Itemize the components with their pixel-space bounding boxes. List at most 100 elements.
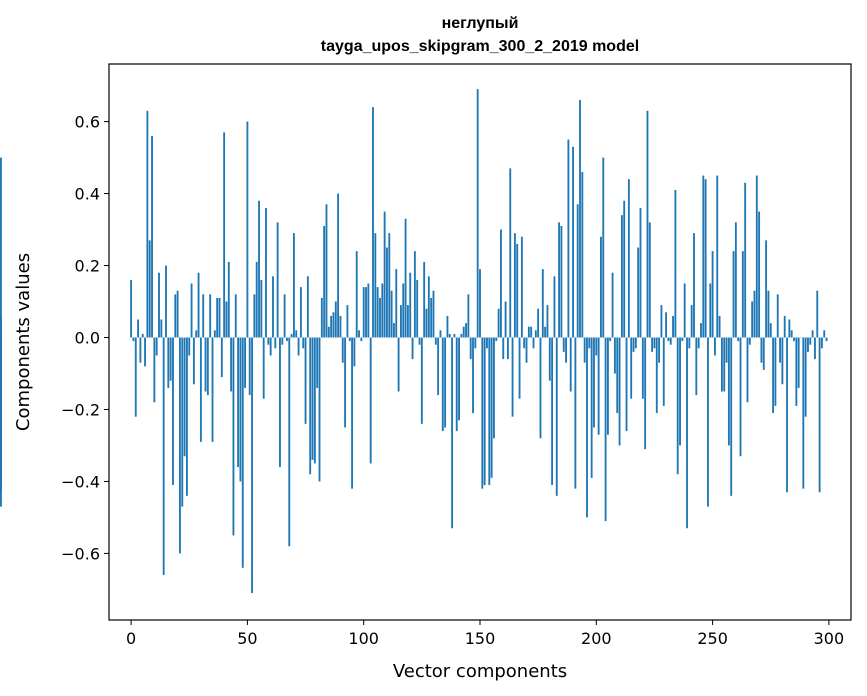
bar <box>472 337 474 414</box>
bar <box>483 337 486 486</box>
bar <box>355 251 358 338</box>
bar <box>162 337 165 576</box>
bar <box>383 211 386 338</box>
bar <box>718 315 721 338</box>
bar <box>495 337 498 342</box>
bar <box>600 236 602 338</box>
bar <box>413 251 416 338</box>
bar <box>586 337 588 518</box>
bar <box>430 297 433 338</box>
bar <box>734 222 737 338</box>
bar <box>183 337 186 457</box>
bar <box>399 305 402 338</box>
bar <box>774 337 777 406</box>
bar <box>255 261 258 338</box>
bar <box>332 312 335 338</box>
bar <box>425 308 428 338</box>
bar <box>658 337 661 363</box>
bar <box>497 308 500 338</box>
bar <box>672 315 674 338</box>
bar <box>223 132 226 338</box>
bar <box>727 337 730 446</box>
bar <box>295 330 298 338</box>
bar <box>786 337 788 493</box>
bar <box>753 290 756 338</box>
bar <box>604 337 607 522</box>
bar <box>386 247 388 338</box>
bar <box>802 337 805 489</box>
bar <box>653 337 656 349</box>
bar <box>616 337 619 414</box>
bar <box>481 337 484 489</box>
bar <box>0 157 2 338</box>
bar <box>772 337 775 414</box>
bar <box>313 337 316 464</box>
x-tick-label: 50 <box>237 629 257 648</box>
y-tick-label: −0.6 <box>61 544 100 563</box>
bar <box>325 204 328 338</box>
bar <box>137 319 139 338</box>
bar <box>0 337 2 399</box>
bar <box>227 261 230 338</box>
bar <box>225 301 228 338</box>
chart-title: неглупый <box>442 15 519 32</box>
bar <box>353 337 356 367</box>
bar <box>451 337 454 529</box>
bar <box>290 333 293 338</box>
bar <box>132 337 135 342</box>
bar <box>148 240 151 338</box>
bar <box>292 233 295 338</box>
y-tick-label: 0.0 <box>75 329 100 348</box>
x-axis: 0 50 100 150 200 250 300 <box>126 620 844 648</box>
bar <box>479 269 481 338</box>
bar <box>376 287 379 338</box>
bar <box>539 337 542 439</box>
bar <box>151 135 153 338</box>
bar <box>374 233 377 338</box>
bar <box>544 326 547 338</box>
bar <box>816 290 819 338</box>
bar <box>267 337 270 345</box>
bar <box>318 337 321 482</box>
bar <box>188 337 191 356</box>
bar <box>569 337 572 392</box>
bar <box>767 290 770 338</box>
bar <box>795 337 798 406</box>
bar <box>618 337 621 446</box>
bar <box>141 333 144 338</box>
bar <box>776 294 779 338</box>
bar <box>190 283 193 338</box>
bar <box>588 337 591 349</box>
bar <box>746 337 749 403</box>
bar <box>486 337 488 349</box>
bar <box>790 330 793 338</box>
y-tick-label: 0.2 <box>75 257 100 276</box>
bar <box>344 337 347 428</box>
bar <box>341 337 344 363</box>
bar <box>381 283 384 338</box>
bar <box>597 337 600 435</box>
bar <box>185 337 188 496</box>
bar <box>283 294 286 338</box>
bar <box>520 236 523 338</box>
bar <box>304 337 307 424</box>
bar <box>644 337 647 450</box>
bar <box>546 305 549 338</box>
bar <box>590 337 593 478</box>
bar <box>367 283 370 338</box>
bar <box>509 168 512 338</box>
bars-group <box>0 89 828 594</box>
bar <box>504 301 507 338</box>
bar <box>516 243 519 338</box>
bar <box>272 276 274 338</box>
bar <box>144 337 146 367</box>
bar <box>253 294 256 338</box>
bar <box>365 287 367 338</box>
bar <box>248 337 251 396</box>
x-tick-label: 100 <box>348 629 379 648</box>
bar <box>209 294 212 338</box>
bar <box>258 200 260 338</box>
bar <box>695 337 698 396</box>
bar <box>330 315 333 338</box>
bar <box>232 337 235 536</box>
